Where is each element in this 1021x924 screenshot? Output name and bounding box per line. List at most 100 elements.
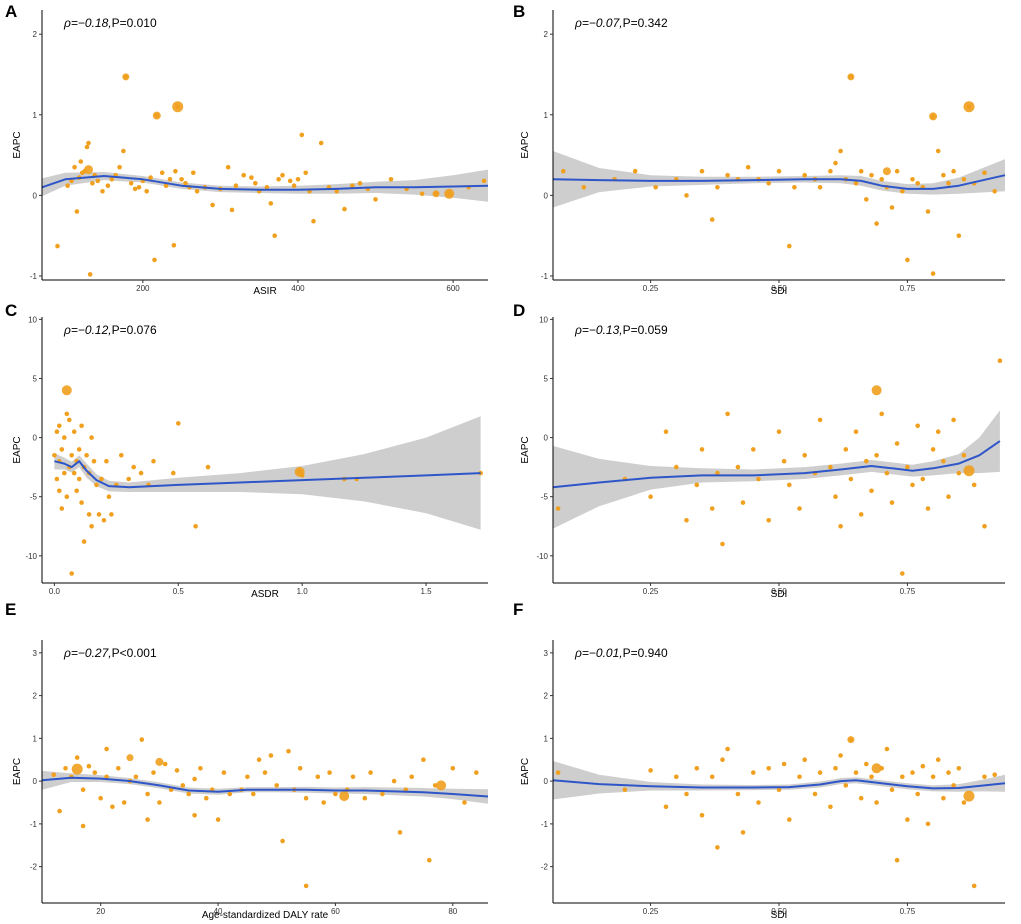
data-point (57, 808, 62, 814)
data-point (776, 429, 782, 435)
data-point (295, 177, 301, 182)
data-point (853, 429, 859, 435)
data-point (280, 172, 285, 178)
data-point (802, 453, 807, 458)
fit-line-a (41, 175, 489, 191)
panel-letter-c: C (5, 301, 17, 320)
y-tick-label: 10 (28, 315, 37, 324)
data-point (262, 770, 268, 775)
data-point (951, 783, 956, 788)
panel-f: F -2 -1 0 1 2 3 0.25 0.50 0.75 SDI EAPC ρ=−0.01,P=0.… (513, 600, 1006, 921)
data-point (80, 787, 86, 792)
data-point (167, 177, 173, 182)
data-point (756, 476, 761, 482)
data-point (163, 183, 169, 188)
y-tick-label: -1 (30, 272, 38, 281)
points-d (555, 358, 1003, 576)
data-point (128, 181, 134, 186)
x-tick-label: 1.5 (420, 587, 432, 596)
data-point (362, 795, 368, 801)
data-point (286, 748, 291, 754)
data-point (245, 774, 250, 780)
data-point (318, 140, 324, 146)
y-tick-label: 0 (33, 434, 38, 443)
data-point (930, 774, 936, 780)
data-point (67, 417, 72, 423)
data-point (421, 757, 426, 762)
x-axis-label-d: SDI (771, 589, 788, 600)
x-tick-label: 0.50 (771, 907, 787, 916)
data-point (76, 476, 82, 482)
data-point (64, 411, 70, 417)
correlation-p-value: P<0.001 (112, 646, 157, 660)
data-point-large (963, 465, 975, 477)
data-point (751, 770, 756, 775)
y-tick-label: -2 (541, 863, 549, 872)
data-point (136, 185, 142, 190)
data-point (110, 804, 115, 810)
data-point (982, 774, 987, 780)
data-point (86, 512, 92, 517)
panel-letter-b: B (513, 2, 525, 21)
data-point (648, 768, 653, 773)
data-point (725, 746, 730, 752)
data-point (264, 185, 270, 190)
data-point (171, 243, 177, 248)
data-point (333, 791, 338, 797)
points-a (55, 73, 487, 277)
data-point (357, 181, 363, 186)
data-point (249, 175, 254, 180)
data-point (905, 464, 910, 470)
y-axis-label-b: EAPC (520, 131, 531, 158)
data-point (105, 183, 111, 188)
y-tick-label: 5 (33, 374, 38, 383)
data-point (121, 800, 127, 805)
data-point (915, 423, 920, 429)
y-axis-label-e: EAPC (12, 758, 23, 785)
data-point (303, 170, 309, 176)
data-point (221, 770, 227, 775)
data-point (276, 177, 281, 182)
data-point (80, 823, 86, 829)
data-point (74, 488, 79, 494)
data-point (982, 170, 987, 176)
data-point (971, 883, 977, 889)
x-axis-label-a: ASIR (253, 286, 276, 297)
x-tick-label: 0.0 (49, 587, 61, 596)
data-point (632, 168, 638, 174)
data-point (72, 164, 77, 170)
data-point (956, 233, 962, 238)
data-point (117, 164, 122, 170)
data-point (100, 189, 105, 194)
data-point (297, 766, 303, 771)
data-point (792, 185, 797, 190)
x-tick-label: 0.25 (643, 907, 659, 916)
data-point (787, 482, 792, 488)
data-point (992, 189, 997, 194)
y-tick-label: 2 (544, 30, 549, 39)
data-point (145, 791, 150, 797)
data-point (227, 791, 233, 797)
data-point-large (432, 190, 440, 198)
x-tick-label: 200 (136, 284, 150, 293)
data-point (391, 778, 397, 784)
data-point (715, 470, 720, 476)
data-point (802, 757, 807, 762)
data-point (833, 766, 838, 771)
data-point (315, 774, 321, 780)
data-point (303, 795, 309, 801)
data-point (74, 209, 80, 214)
fit-line-d (552, 440, 1001, 489)
x-tick-label: 60 (331, 907, 340, 916)
data-point (148, 175, 153, 180)
data-point (925, 821, 931, 827)
data-point (62, 435, 67, 440)
data-point (65, 183, 70, 188)
data-point (848, 476, 854, 482)
data-point (776, 168, 782, 174)
data-point (884, 470, 890, 476)
data-point (910, 482, 915, 488)
correlation-p-value: P=0.342 (623, 16, 668, 30)
data-point (910, 770, 915, 775)
data-point (92, 770, 98, 775)
